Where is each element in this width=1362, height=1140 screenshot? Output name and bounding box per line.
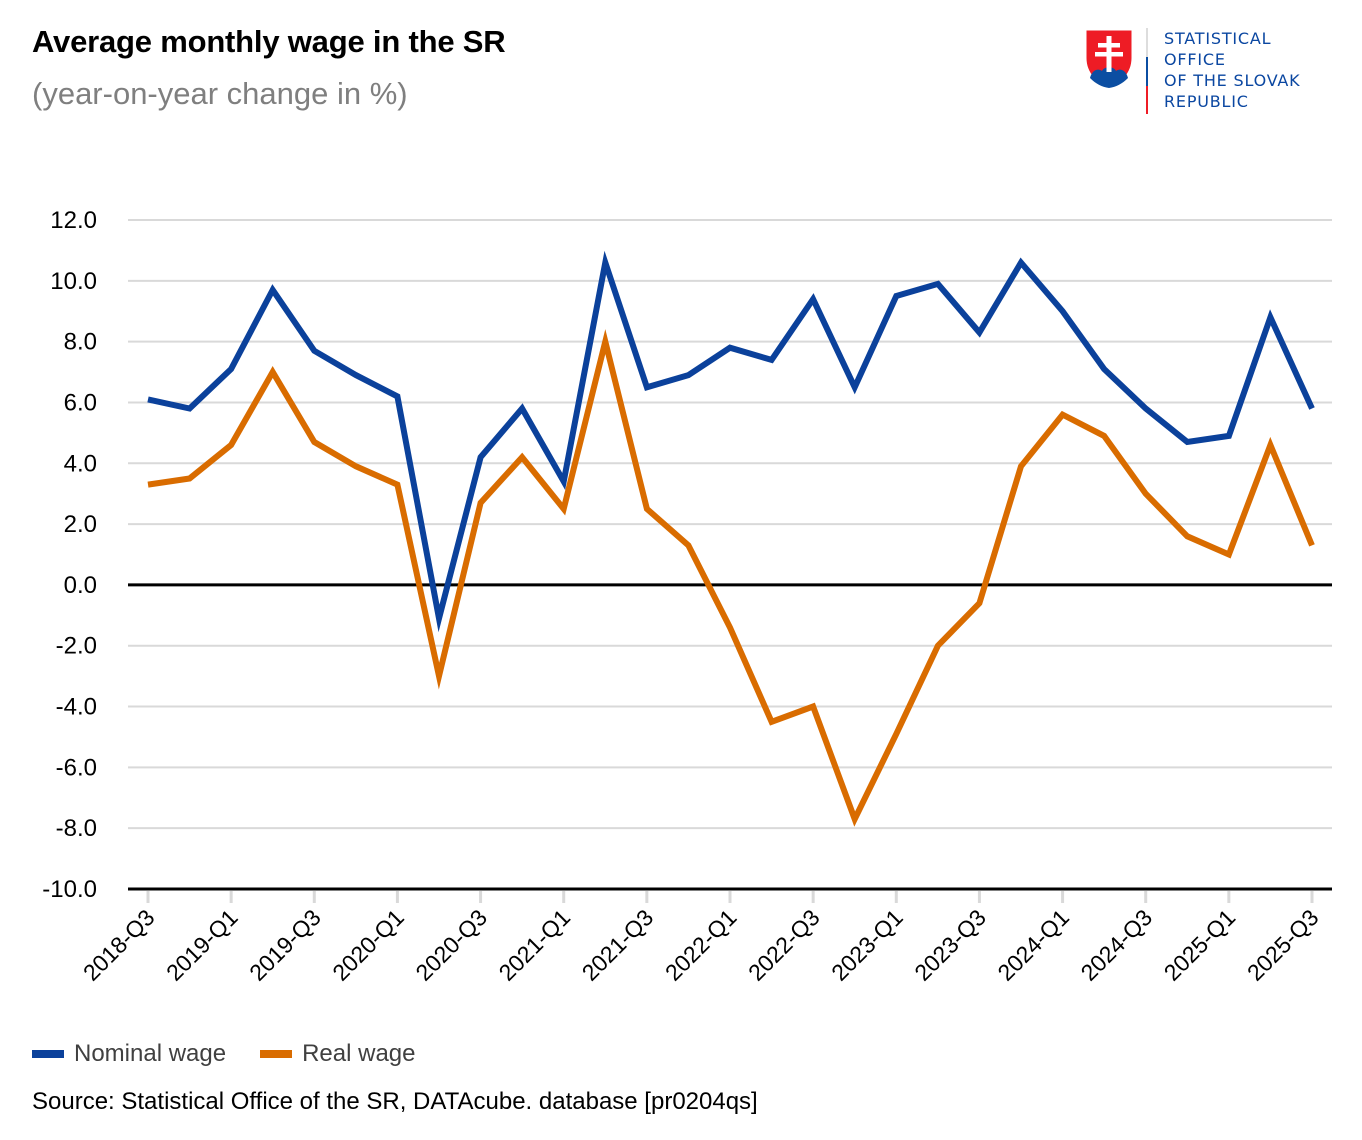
logo-line: STATISTICAL xyxy=(1164,29,1272,48)
x-axis-labels: 2018-Q3 2019-Q1 2019-Q3 2020-Q1 2020-Q3 2021-… xyxy=(78,891,1324,986)
y-tick-label: 0.0 xyxy=(64,572,97,599)
legend-swatch-nominal-icon xyxy=(32,1050,64,1058)
y-axis-labels: 12.0 10.0 8.0 6.0 4.0 2.0 0.0 -2.0 -4.0 -6.0 -8.0 -… xyxy=(42,207,97,903)
x-tick-label: 2020-Q3 xyxy=(410,904,492,986)
legend-item-nominal-wage[interactable]: Nominal wage xyxy=(32,1040,226,1068)
nominal-wage-line xyxy=(147,250,1315,633)
x-tick-label: 2019-Q1 xyxy=(161,904,243,986)
x-tick-label: 2019-Q3 xyxy=(244,904,326,986)
y-tick-label: -6.0 xyxy=(56,754,97,781)
x-tick-label: 2022-Q1 xyxy=(660,904,742,986)
slovak-coat-of-arms-icon xyxy=(1085,29,1133,89)
x-tick-label: 2024-Q3 xyxy=(1076,904,1158,986)
y-tick-label: 4.0 xyxy=(64,450,97,477)
y-tick-label: -10.0 xyxy=(42,876,97,903)
x-tick-label: 2025-Q1 xyxy=(1159,904,1241,986)
chart-title: Average monthly wage in the SR xyxy=(32,24,506,59)
logo-divider xyxy=(1146,28,1148,114)
y-tick-label: -2.0 xyxy=(56,633,97,660)
logo-text: STATISTICAL OFFICE OF THE SLOVAK REPUBLI… xyxy=(1164,28,1300,112)
logo-line: REPUBLIC xyxy=(1164,92,1249,111)
series-lines xyxy=(147,250,1315,827)
x-tick-label: 2020-Q1 xyxy=(327,904,409,986)
line-chart: 12.0 10.0 8.0 6.0 4.0 2.0 0.0 -2.0 -4.0 -6.0 -8.0 -… xyxy=(42,207,1332,986)
legend: Nominal wage Real wage xyxy=(32,1040,449,1068)
statistical-office-logo: STATISTICAL OFFICE OF THE SLOVAK REPUBLI… xyxy=(1084,28,1344,118)
y-tick-label: 10.0 xyxy=(50,268,97,295)
x-tick-label: 2023-Q3 xyxy=(909,904,991,986)
y-tick-label: -8.0 xyxy=(56,815,97,842)
x-tick-label: 2024-Q1 xyxy=(992,904,1074,986)
legend-label: Nominal wage xyxy=(74,1040,227,1067)
legend-swatch-real-icon xyxy=(260,1050,293,1058)
x-tick-label: 2021-Q1 xyxy=(494,904,576,986)
y-tick-label: 12.0 xyxy=(50,207,97,234)
x-tick-label: 2021-Q3 xyxy=(577,904,659,986)
y-tick-label: -4.0 xyxy=(56,694,97,721)
legend-label: Real wage xyxy=(302,1040,416,1067)
x-tick-label: 2018-Q3 xyxy=(78,904,160,986)
logo-line: OF THE SLOVAK xyxy=(1164,71,1301,90)
logo-line: OFFICE xyxy=(1164,50,1226,69)
y-tick-label: 6.0 xyxy=(64,389,97,416)
x-tick-label: 2025-Q3 xyxy=(1242,904,1324,986)
real-wage-line xyxy=(147,329,1315,827)
y-tick-label: 2.0 xyxy=(64,511,97,538)
chart-subtitle: (year-on-year change in %) xyxy=(32,76,408,111)
x-tick-label: 2022-Q3 xyxy=(743,904,825,986)
x-tick-label: 2023-Q1 xyxy=(826,904,908,986)
gridlines xyxy=(128,219,1332,891)
legend-item-real-wage[interactable]: Real wage xyxy=(260,1040,415,1068)
source-note: Source: Statistical Office of the SR, DA… xyxy=(32,1088,758,1115)
y-tick-label: 8.0 xyxy=(64,329,97,356)
